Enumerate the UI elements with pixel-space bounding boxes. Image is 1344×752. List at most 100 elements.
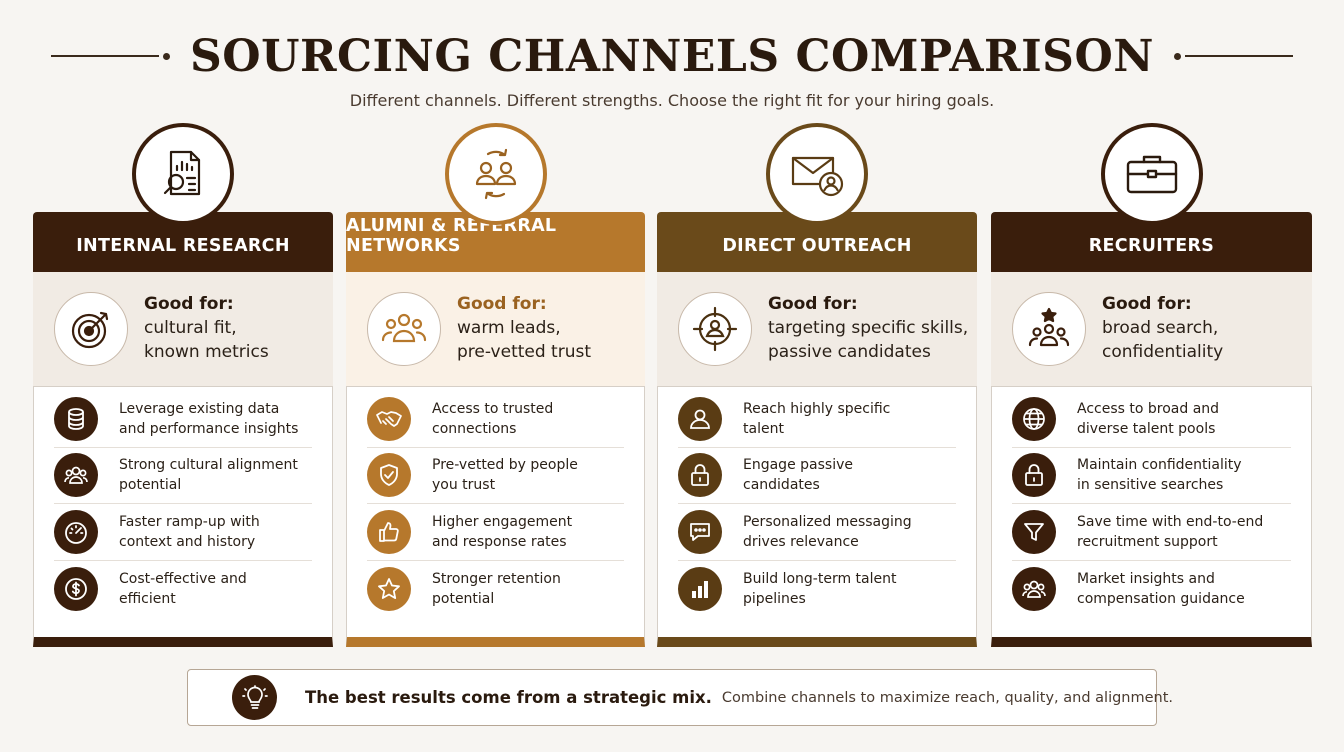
item-line-2: potential [432, 590, 495, 607]
lightbulb-icon [232, 675, 277, 720]
star-group-icon [1012, 292, 1086, 366]
item-line-2: connections [432, 420, 517, 437]
good-for-label: Good for: [144, 294, 234, 314]
list-item: Save time with end-to-end recruitment sup… [1012, 504, 1291, 561]
good-for-line-1: targeting specific skills, [768, 318, 969, 338]
page-subtitle: Different channels. Different strengths.… [349, 91, 995, 110]
list-item: Access to broad and diverse talent pools [1012, 391, 1291, 448]
item-line-1: Build long-term talent [743, 570, 897, 587]
target-icon [54, 292, 128, 366]
item-line-1: Engage passive [743, 457, 853, 474]
briefcase-icon [1100, 123, 1203, 225]
lock-icon [1012, 453, 1056, 498]
star-icon [367, 566, 411, 611]
list-item: Strong cultural alignment potential [54, 448, 312, 504]
item-line-1: Higher engagement [432, 513, 573, 530]
people-icon [54, 453, 98, 498]
item-line-2: drives relevance [743, 533, 859, 550]
group-icon [367, 292, 441, 366]
good-for-label: Good for: [768, 294, 858, 314]
item-line-2: diverse talent pools [1077, 420, 1216, 437]
thumbs-up-icon [367, 509, 411, 554]
item-line-2: talent [743, 420, 784, 437]
list-item: Leverage existing data and performance in… [54, 391, 312, 448]
channel-card-direct-outreach: DIRECT OUTREACH Good for: targeting spec… [657, 123, 977, 647]
list-item: Cost-effective and efficient [54, 561, 312, 618]
bar-chart-icon [678, 566, 722, 611]
item-line-1: Cost-effective and [119, 570, 247, 587]
benefits-list: Reach highly specific talent Engage passi… [657, 386, 977, 647]
good-for-line-2: passive candidates [768, 342, 931, 362]
speedometer-icon [54, 509, 98, 554]
list-item: Personalized messaging drives relevance [678, 504, 956, 561]
good-for-line-1: broad search, [1102, 318, 1219, 338]
item-line-1: Access to broad and [1077, 400, 1220, 417]
good-for-panel: Good for: warm leads, pre-vetted trust [346, 272, 645, 386]
title-row: SOURCING CHANNELS COMPARISON [0, 28, 1344, 84]
item-line-1: Reach highly specific [743, 400, 891, 417]
list-item: Maintain confidentiality in sensitive sea… [1012, 448, 1291, 504]
list-item: Build long-term talent pipelines [678, 561, 956, 618]
item-line-2: and response rates [432, 533, 567, 550]
item-line-2: efficient [119, 590, 176, 607]
lock-icon [678, 453, 722, 498]
handshake-icon [367, 396, 411, 441]
footer-text: Combine channels to maximize reach, qual… [721, 689, 1174, 706]
item-line-1: Leverage existing data [119, 400, 280, 417]
good-for-line-2: known metrics [144, 342, 269, 362]
item-line-2: potential [119, 477, 182, 494]
crosshair-person-icon [678, 292, 752, 366]
referral-cycle-icon [444, 123, 547, 225]
good-for-label: Good for: [457, 294, 547, 314]
envelope-person-icon [766, 123, 868, 225]
dollar-icon [54, 566, 98, 611]
good-for-line-1: warm leads, [457, 318, 561, 338]
channel-card-recruiters: RECRUITERS Good for: broad search, confi… [991, 123, 1312, 647]
left-rule [50, 52, 170, 60]
benefits-list: Leverage existing data and performance in… [33, 386, 333, 647]
item-line-1: Save time with end-to-end [1077, 513, 1264, 530]
benefits-list: Access to trusted connections Pre-vetted … [346, 386, 645, 647]
list-item: Access to trusted connections [367, 391, 624, 448]
channel-card-alumni-referral: ALUMNI & REFERRAL NETWORKS Good for: war… [346, 123, 645, 647]
item-line-1: Stronger retention [432, 570, 561, 587]
list-item: Higher engagement and response rates [367, 504, 624, 561]
item-line-1: Pre-vetted by people [432, 457, 578, 474]
good-for-panel: Good for: targeting specific skills, pas… [657, 272, 977, 386]
item-line-1: Maintain confidentiality [1077, 457, 1242, 474]
shield-check-icon [367, 453, 411, 498]
chat-bubble-icon [678, 509, 722, 554]
good-for-line-1: cultural fit, [144, 318, 237, 338]
page-title: SOURCING CHANNELS COMPARISON [189, 30, 1155, 82]
list-item: Reach highly specific talent [678, 391, 956, 448]
list-item: Stronger retention potential [367, 561, 624, 618]
list-item: Market insights and compensation guidance [1012, 561, 1291, 618]
item-line-2: candidates [743, 477, 820, 494]
benefits-list: Access to broad and diverse talent pools … [991, 386, 1312, 647]
footer-callout: The best results come from a strategic m… [187, 669, 1173, 726]
list-item: Faster ramp-up with context and history [54, 504, 312, 561]
item-line-2: pipelines [743, 590, 806, 607]
good-for-line-2: confidentiality [1102, 342, 1224, 362]
item-line-1: Market insights and [1077, 570, 1215, 587]
good-for-panel: Good for: broad search, confidentiality [991, 272, 1312, 386]
funnel-icon [1012, 509, 1056, 554]
item-line-2: compensation guidance [1077, 590, 1245, 607]
item-line-1: Personalized messaging [743, 513, 912, 530]
right-rule [1174, 52, 1294, 60]
item-line-2: and performance insights [119, 420, 299, 437]
good-for-panel: Good for: cultural fit, known metrics [33, 272, 333, 386]
item-line-1: Access to trusted [432, 400, 554, 417]
good-for-line-2: pre-vetted trust [457, 342, 591, 362]
item-line-2: you trust [432, 477, 496, 494]
item-line-2: recruitment support [1077, 533, 1218, 550]
good-for-label: Good for: [1102, 294, 1192, 314]
item-line-2: in sensitive searches [1077, 477, 1224, 494]
channel-card-internal-research: INTERNAL RESEARCH Good for: cultural fit… [33, 123, 333, 647]
item-line-1: Strong cultural alignment [119, 457, 298, 474]
item-line-2: context and history [119, 533, 256, 550]
footer-bold-text: The best results come from a strategic m… [305, 688, 712, 707]
item-line-1: Faster ramp-up with [119, 513, 260, 530]
list-item: Engage passive candidates [678, 448, 956, 504]
globe-icon [1012, 396, 1056, 441]
